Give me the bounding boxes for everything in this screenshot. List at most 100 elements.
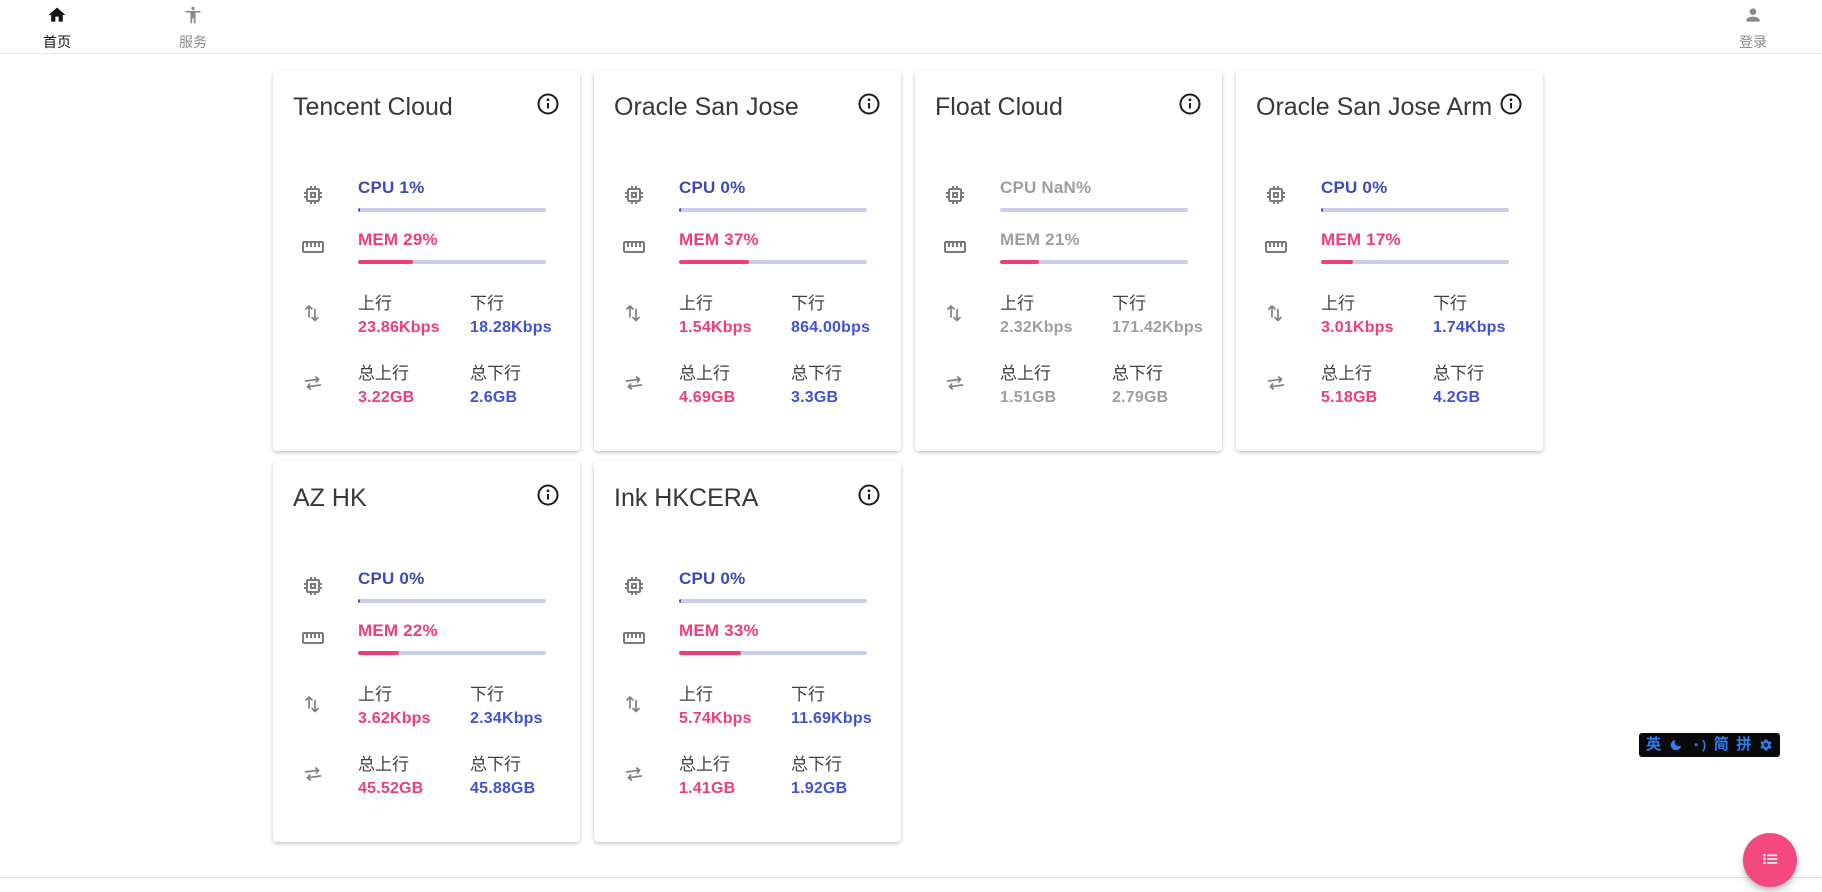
mem-progress-bar [679, 651, 867, 655]
upload-label: 上行 [1000, 294, 1034, 313]
speed-row: 上行 2.32Kbps 下行 171.42Kbps [935, 289, 1203, 337]
speed-columns: 上行 2.32Kbps 下行 171.42Kbps [1000, 289, 1203, 337]
cpu-progress-bar [1000, 208, 1188, 212]
card-body: CPU NaN% MEM 21% [935, 178, 1203, 407]
total-download: 总下行 2.6GB [470, 359, 560, 407]
total-columns: 总上行 1.41GB 总下行 1.92GB [679, 750, 881, 798]
ruler-icon [614, 235, 679, 259]
card-body: CPU 1% MEM 29% [293, 178, 560, 407]
speed-row: 上行 5.74Kbps 下行 11.69Kbps [614, 680, 881, 728]
total-row: 总上行 5.18GB 总下行 4.2GB [1256, 359, 1523, 407]
mem-progress-bar [1000, 260, 1188, 264]
total-download-label: 总下行 [1433, 364, 1484, 383]
import-export-icon [935, 301, 1000, 325]
total-columns: 总上行 45.52GB 总下行 45.88GB [358, 750, 560, 798]
download-speed: 下行 18.28Kbps [470, 289, 560, 337]
ime-simplified-toggle[interactable]: 简 [1713, 736, 1729, 753]
total-columns: 总上行 3.22GB 总下行 2.6GB [358, 359, 560, 407]
total-upload-value: 4.69GB [679, 389, 736, 406]
total-row: 总上行 1.41GB 总下行 1.92GB [614, 750, 881, 798]
upload-value: 2.32Kbps [1000, 319, 1073, 336]
cpu-progress-bar [358, 208, 546, 212]
info-icon[interactable] [857, 92, 881, 116]
download-value: 11.69Kbps [791, 710, 872, 727]
mem-stat: MEM 21% [1000, 230, 1202, 264]
upload-speed: 上行 3.01Kbps [1321, 289, 1433, 337]
download-label: 下行 [470, 685, 504, 704]
total-upload-value: 3.22GB [358, 389, 415, 406]
download-label: 下行 [791, 294, 825, 313]
total-upload-label: 总上行 [1000, 364, 1051, 383]
mem-stat: MEM 17% [1321, 230, 1523, 264]
download-label: 下行 [791, 685, 825, 704]
nav-item-login[interactable]: 登录 [1714, 1, 1792, 52]
moon-icon[interactable] [1669, 738, 1683, 752]
nav-item-home[interactable]: 首页 [18, 1, 96, 52]
total-upload-label: 总上行 [358, 364, 409, 383]
mem-usage-label: MEM 37% [679, 230, 759, 249]
server-list-fab[interactable] [1743, 833, 1797, 887]
cpu-progress-fill [358, 208, 361, 212]
info-icon[interactable] [857, 483, 881, 507]
swap-arrows-icon [614, 762, 679, 786]
total-download-label: 总下行 [1112, 364, 1163, 383]
cpu-progress-fill [679, 208, 682, 212]
gear-icon[interactable] [1759, 738, 1773, 752]
total-download-value: 2.79GB [1112, 389, 1169, 406]
total-upload: 总上行 45.52GB [358, 750, 470, 798]
total-download-value: 4.2GB [1433, 389, 1481, 406]
cpu-usage-label: CPU NaN% [1000, 178, 1092, 197]
download-value: 171.42Kbps [1112, 319, 1203, 336]
upload-label: 上行 [679, 294, 713, 313]
mem-progress-fill [1321, 260, 1353, 264]
server-card: Oracle San Jose Arm CPU 0% [1236, 70, 1543, 451]
cpu-usage-label: CPU 0% [679, 178, 746, 197]
server-name: Float Cloud [935, 93, 1063, 121]
total-download-label: 总下行 [470, 755, 521, 774]
mem-stat: MEM 22% [358, 621, 560, 655]
server-grid: Tencent Cloud CPU 1% [273, 70, 1543, 842]
card-header: Float Cloud [935, 90, 1202, 124]
import-export-icon [1256, 301, 1321, 325]
nav-item-label: 服务 [179, 34, 207, 50]
server-name: Oracle San Jose [614, 93, 799, 121]
home-icon [47, 5, 67, 30]
ime-pinyin-indicator[interactable]: 拼 [1736, 736, 1752, 753]
ruler-icon [935, 235, 1000, 259]
list-icon [1759, 848, 1781, 873]
download-value: 18.28Kbps [470, 319, 552, 336]
info-icon[interactable] [536, 92, 560, 116]
total-download-label: 总下行 [791, 755, 842, 774]
total-download: 总下行 3.3GB [791, 359, 881, 407]
ime-language-toggle[interactable]: 英 [1646, 736, 1662, 753]
upload-label: 上行 [1321, 294, 1355, 313]
ime-punctuation-toggle[interactable]: ・) [1690, 738, 1707, 752]
total-download-value: 45.88GB [470, 780, 536, 797]
mem-row: MEM 37% [614, 230, 881, 264]
total-upload: 总上行 1.41GB [679, 750, 791, 798]
nav-item-label: 登录 [1739, 34, 1767, 50]
download-value: 1.74Kbps [1433, 319, 1506, 336]
upload-speed: 上行 3.62Kbps [358, 680, 470, 728]
card-body: CPU 0% MEM 22% [293, 569, 560, 798]
info-icon[interactable] [1178, 92, 1202, 116]
mem-progress-bar [1321, 260, 1509, 264]
total-upload-value: 1.51GB [1000, 389, 1057, 406]
cpu-chip-icon [293, 574, 358, 598]
cpu-chip-icon [293, 183, 358, 207]
nav-item-services[interactable]: 服务 [154, 1, 232, 52]
info-icon[interactable] [536, 483, 560, 507]
download-speed: 下行 11.69Kbps [791, 680, 881, 728]
cpu-stat: CPU 1% [358, 178, 560, 212]
upload-value: 1.54Kbps [679, 319, 752, 336]
total-download: 总下行 4.2GB [1433, 359, 1523, 407]
mem-progress-fill [679, 260, 749, 264]
server-card: AZ HK CPU 0% [273, 461, 580, 842]
card-body: CPU 0% MEM 37% [614, 178, 881, 407]
swap-arrows-icon [293, 762, 358, 786]
ruler-icon [293, 235, 358, 259]
swap-arrows-icon [1256, 371, 1321, 395]
total-download: 总下行 1.92GB [791, 750, 881, 798]
info-icon[interactable] [1499, 92, 1523, 116]
import-export-icon [614, 301, 679, 325]
